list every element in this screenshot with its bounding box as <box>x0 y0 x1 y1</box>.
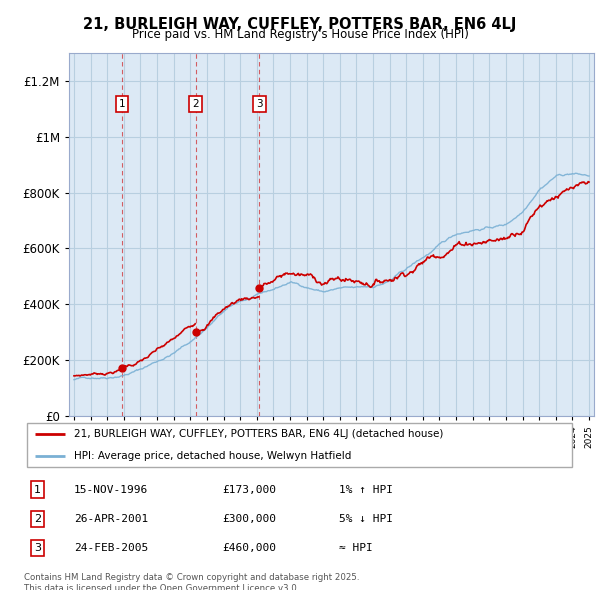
Text: 2: 2 <box>192 99 199 109</box>
Text: 26-APR-2001: 26-APR-2001 <box>74 514 148 524</box>
Text: 21, BURLEIGH WAY, CUFFLEY, POTTERS BAR, EN6 4LJ (detached house): 21, BURLEIGH WAY, CUFFLEY, POTTERS BAR, … <box>74 429 443 439</box>
Text: £173,000: £173,000 <box>223 484 277 494</box>
Text: Price paid vs. HM Land Registry's House Price Index (HPI): Price paid vs. HM Land Registry's House … <box>131 28 469 41</box>
Text: 5% ↓ HPI: 5% ↓ HPI <box>338 514 392 524</box>
FancyBboxPatch shape <box>27 422 572 467</box>
Text: 3: 3 <box>256 99 263 109</box>
Text: 21, BURLEIGH WAY, CUFFLEY, POTTERS BAR, EN6 4LJ: 21, BURLEIGH WAY, CUFFLEY, POTTERS BAR, … <box>83 17 517 31</box>
Text: 2: 2 <box>34 514 41 524</box>
Text: 15-NOV-1996: 15-NOV-1996 <box>74 484 148 494</box>
Text: 24-FEB-2005: 24-FEB-2005 <box>74 543 148 553</box>
Text: 1: 1 <box>118 99 125 109</box>
Text: HPI: Average price, detached house, Welwyn Hatfield: HPI: Average price, detached house, Welw… <box>74 451 351 461</box>
Text: £300,000: £300,000 <box>223 514 277 524</box>
Text: £460,000: £460,000 <box>223 543 277 553</box>
Text: Contains HM Land Registry data © Crown copyright and database right 2025.
This d: Contains HM Land Registry data © Crown c… <box>24 573 359 590</box>
Text: ≈ HPI: ≈ HPI <box>338 543 373 553</box>
Text: 1: 1 <box>34 484 41 494</box>
Text: 3: 3 <box>34 543 41 553</box>
Text: 1% ↑ HPI: 1% ↑ HPI <box>338 484 392 494</box>
